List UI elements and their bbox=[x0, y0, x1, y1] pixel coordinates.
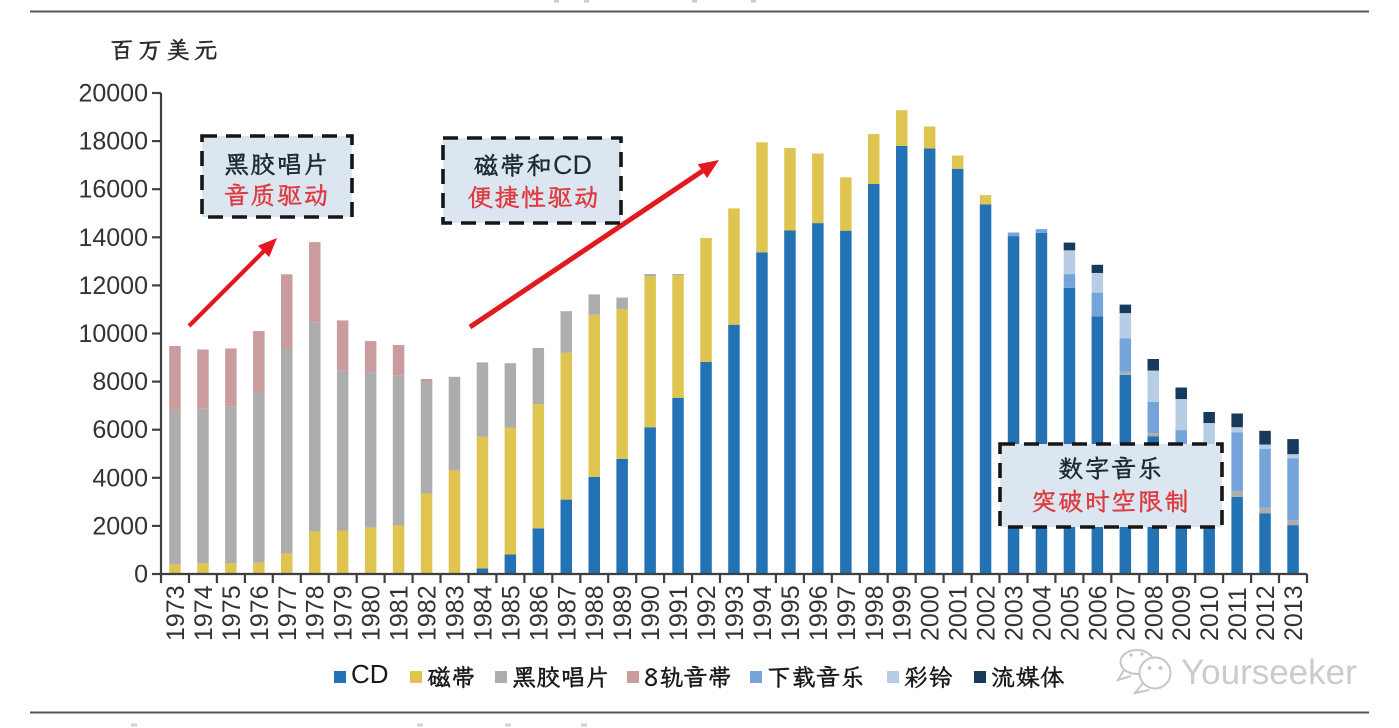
svg-text:1987: 1987 bbox=[553, 585, 581, 641]
svg-text:1985: 1985 bbox=[497, 585, 525, 641]
svg-text:1997: 1997 bbox=[833, 585, 861, 641]
svg-text:20000: 20000 bbox=[78, 80, 148, 108]
svg-text:CD: CD bbox=[553, 150, 592, 180]
svg-text:4000: 4000 bbox=[92, 464, 148, 492]
svg-text:2000: 2000 bbox=[917, 585, 945, 641]
svg-text:CD: CD bbox=[351, 659, 389, 689]
svg-text:18000: 18000 bbox=[78, 128, 148, 156]
svg-text:2006: 2006 bbox=[1084, 585, 1112, 641]
svg-text:2000: 2000 bbox=[92, 512, 148, 540]
svg-text:2002: 2002 bbox=[973, 585, 1001, 641]
svg-text:1993: 1993 bbox=[721, 585, 749, 641]
svg-text:1981: 1981 bbox=[386, 585, 414, 641]
svg-text:1975: 1975 bbox=[218, 585, 246, 641]
svg-text:1995: 1995 bbox=[777, 585, 805, 641]
svg-text:1973: 1973 bbox=[162, 585, 190, 641]
svg-text:2005: 2005 bbox=[1056, 585, 1084, 641]
svg-text:2007: 2007 bbox=[1112, 585, 1140, 641]
svg-text:1996: 1996 bbox=[805, 585, 833, 641]
svg-text:1974: 1974 bbox=[190, 585, 218, 641]
svg-text:14000: 14000 bbox=[78, 224, 148, 252]
svg-text:2011: 2011 bbox=[1224, 587, 1252, 641]
svg-text:2009: 2009 bbox=[1168, 585, 1196, 641]
svg-text:2012: 2012 bbox=[1252, 585, 1280, 641]
svg-text:2010: 2010 bbox=[1196, 585, 1224, 641]
svg-text:2003: 2003 bbox=[1001, 585, 1029, 641]
svg-text:1994: 1994 bbox=[749, 585, 777, 641]
svg-text:1992: 1992 bbox=[693, 585, 721, 641]
svg-text:8000: 8000 bbox=[92, 368, 148, 396]
svg-text:1977: 1977 bbox=[274, 585, 302, 641]
svg-text:2004: 2004 bbox=[1029, 585, 1057, 641]
svg-text:16000: 16000 bbox=[78, 176, 148, 204]
svg-text:1984: 1984 bbox=[469, 585, 497, 641]
svg-text:1998: 1998 bbox=[861, 585, 889, 641]
svg-text:6000: 6000 bbox=[92, 416, 148, 444]
svg-text:2008: 2008 bbox=[1140, 585, 1168, 641]
svg-text:1976: 1976 bbox=[246, 585, 274, 641]
svg-text:1978: 1978 bbox=[302, 585, 330, 641]
svg-text:1986: 1986 bbox=[525, 585, 553, 641]
svg-text:1991: 1991 bbox=[665, 585, 693, 641]
svg-text:1980: 1980 bbox=[358, 585, 386, 641]
svg-text:Yourseeker: Yourseeker bbox=[1181, 653, 1357, 692]
svg-text:1999: 1999 bbox=[889, 585, 917, 641]
svg-text:1983: 1983 bbox=[442, 585, 470, 641]
svg-text:0: 0 bbox=[134, 561, 148, 589]
svg-text:1990: 1990 bbox=[637, 585, 665, 641]
svg-text:12000: 12000 bbox=[78, 272, 148, 300]
svg-text:1989: 1989 bbox=[609, 585, 637, 641]
svg-text:1988: 1988 bbox=[581, 585, 609, 641]
svg-text:1979: 1979 bbox=[330, 585, 358, 641]
svg-text:2013: 2013 bbox=[1280, 585, 1308, 641]
svg-text:2001: 2001 bbox=[945, 585, 973, 641]
svg-text:10000: 10000 bbox=[78, 320, 148, 348]
svg-text:1982: 1982 bbox=[414, 585, 442, 641]
